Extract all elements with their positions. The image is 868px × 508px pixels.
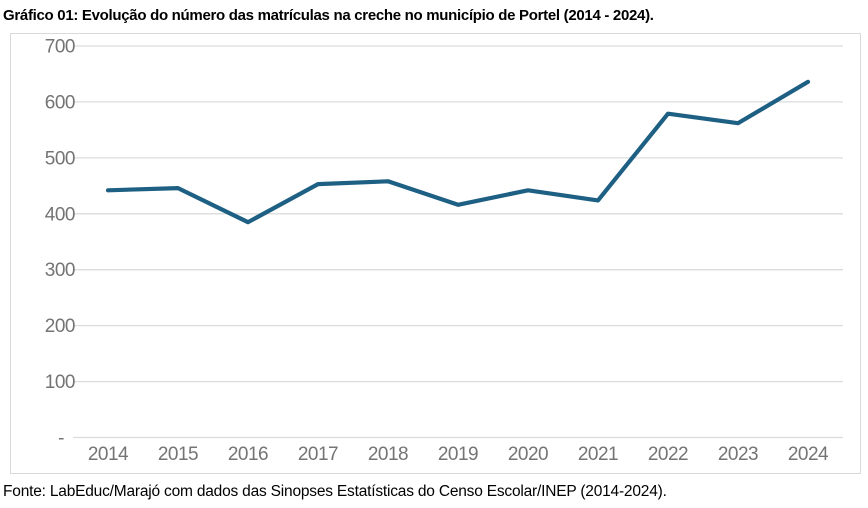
y-axis-tick-label: 600 — [45, 92, 75, 113]
x-axis-tick-label: 2019 — [438, 444, 478, 465]
x-axis-tick-label: 2016 — [228, 444, 268, 465]
x-axis-tick-label: 2020 — [508, 444, 548, 465]
x-axis-tick-label: 2015 — [158, 444, 198, 465]
y-axis-tick-label: 200 — [45, 316, 75, 337]
x-axis-tick-label: 2023 — [718, 444, 758, 465]
y-axis-tick-label: - — [58, 428, 64, 449]
x-axis-tick-label: 2018 — [368, 444, 408, 465]
x-axis-tick-label: 2024 — [788, 444, 829, 465]
chart-title: Gráfico 01: Evolução do número das matrí… — [3, 7, 654, 24]
x-axis-tick-label: 2022 — [648, 444, 688, 465]
chart-frame: - 100 200 300 400 500 600 700 2014 2015 2016 2017 20… — [10, 33, 861, 474]
line-chart-svg: - 100 200 300 400 500 600 700 2014 2015 2016 2017 20… — [45, 37, 843, 465]
x-axis-tick-label: 2017 — [298, 444, 338, 465]
x-axis-tick-label: 2014 — [88, 444, 129, 465]
y-axis-tick-label: 700 — [45, 37, 75, 58]
data-line — [105, 79, 811, 225]
y-axis-tick-label: 100 — [45, 372, 75, 393]
y-axis-tick-label: 300 — [45, 260, 75, 281]
x-axis-tick-label: 2021 — [578, 444, 618, 465]
source-note: Fonte: LabEduc/Marajó com dados das Sino… — [3, 483, 667, 500]
y-axis-tick-label: 500 — [45, 148, 75, 169]
y-axis-tick-label: 400 — [45, 204, 75, 225]
